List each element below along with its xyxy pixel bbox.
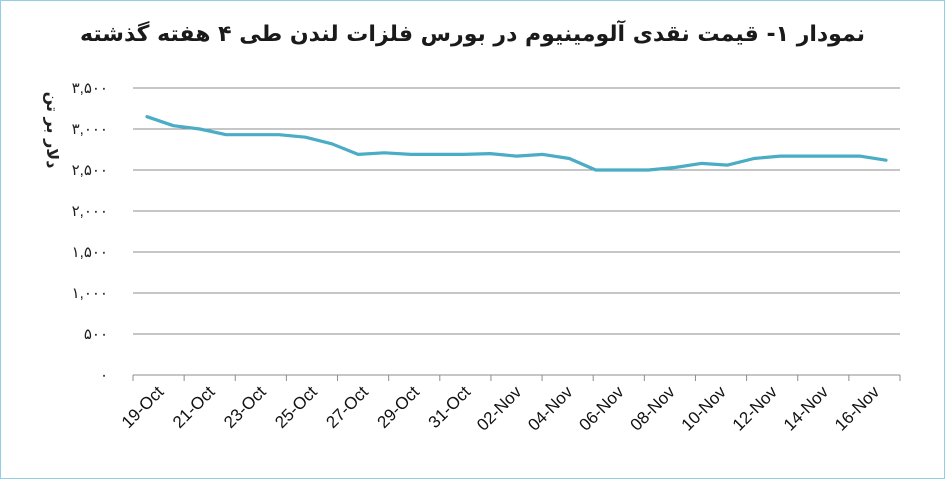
x-tick-label: 04-Nov <box>524 382 577 435</box>
x-axis: 19-Oct 21-Oct 23-Oct 25-Oct 27-Oct 29-Oct 31-O… <box>118 374 901 435</box>
x-tick-label: 06-Nov <box>575 382 628 435</box>
y-tick-label: ۳,۵۰۰ <box>72 80 108 97</box>
series-layer <box>145 115 888 172</box>
chart-title: نمودار ۱- قیمت نقدی آلومینیوم در بورس فل… <box>79 22 865 47</box>
y-tick-label: ۲,۵۰۰ <box>72 162 108 179</box>
gridlines <box>133 87 900 335</box>
y-tick-label: ۲,۰۰۰ <box>72 203 108 220</box>
x-tick-label: 25-Oct <box>271 382 321 432</box>
y-tick-label: ۰ <box>100 367 108 384</box>
x-tick-label: 14-Nov <box>780 382 833 435</box>
x-tick-label: 12-Nov <box>729 382 782 435</box>
series-line <box>145 115 888 172</box>
y-tick-label: ۱,۰۰۰ <box>72 285 108 302</box>
x-tick-label: 23-Oct <box>220 382 270 432</box>
x-tick-label: 16-Nov <box>831 382 884 435</box>
x-tick-label: 19-Oct <box>118 382 168 432</box>
x-tick-label: 27-Oct <box>322 382 372 432</box>
y-tick-label: ۱,۵۰۰ <box>72 244 108 261</box>
y-tick-label: ۳,۰۰۰ <box>72 121 108 138</box>
x-tick-label: 08-Nov <box>627 382 680 435</box>
x-tick-label: 10-Nov <box>678 382 731 435</box>
x-tick-label: 02-Nov <box>473 382 526 435</box>
x-tick-label: 29-Oct <box>374 382 424 432</box>
x-tick-label: 21-Oct <box>169 382 219 432</box>
x-tick-label: 31-Oct <box>425 382 475 432</box>
y-axis-label: دلار بر تن <box>43 92 62 169</box>
y-axis: ۰ ۵۰۰ ۱,۰۰۰ ۱,۵۰۰ ۲,۰۰۰ ۲,۵۰۰ ۳,۰۰۰ ۳,۵۰۰ <box>72 80 108 384</box>
y-tick-label: ۵۰۰ <box>84 326 108 343</box>
